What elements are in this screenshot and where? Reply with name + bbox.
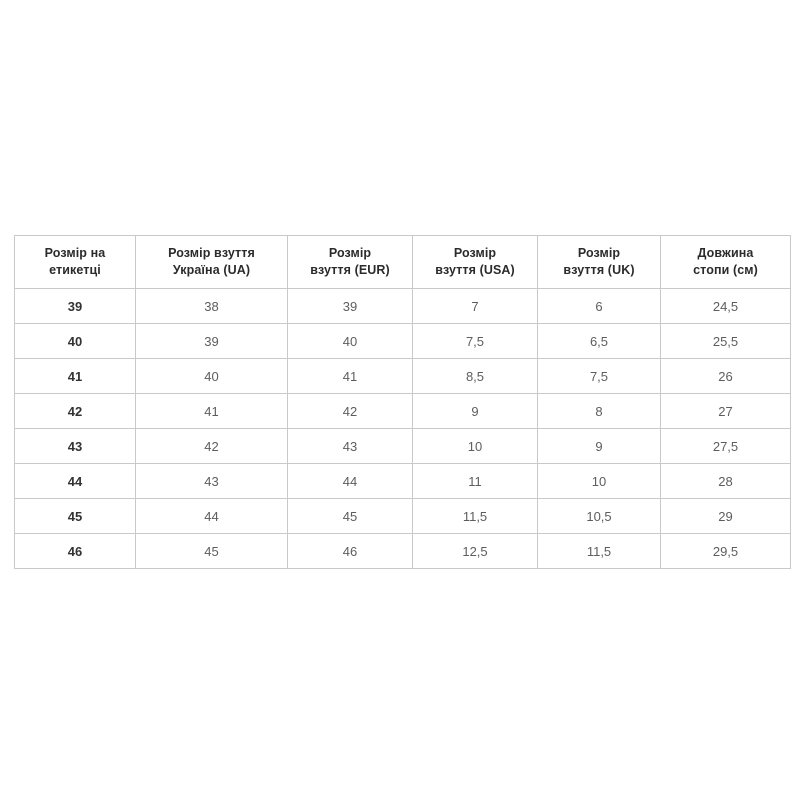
cell-uk: 9	[537, 428, 661, 464]
column-header-line-1: Розмір	[328, 246, 372, 261]
column-header-line-2: взуття (UK)	[563, 263, 635, 277]
cell-label_size: 41	[14, 358, 136, 394]
cell-foot_length: 29,5	[660, 533, 791, 569]
column-header-line-1: Розмір	[577, 246, 621, 261]
cell-ua: 42	[135, 428, 288, 464]
column-header-line-1: Розмір взуття	[168, 246, 255, 261]
cell-label_size: 40	[14, 323, 136, 359]
cell-eur: 40	[287, 323, 413, 359]
cell-usa: 11	[412, 463, 538, 499]
cell-foot_length: 27	[660, 393, 791, 429]
cell-ua: 38	[135, 288, 288, 324]
cell-eur: 39	[287, 288, 413, 324]
cell-uk: 6	[537, 288, 661, 324]
cell-eur: 46	[287, 533, 413, 569]
cell-usa: 11,5	[412, 498, 538, 534]
cell-ua: 39	[135, 323, 288, 359]
column-header-usa: Розмір взуття (USA)	[412, 235, 538, 289]
column-header-foot_length: Довжина стопи (см)	[660, 235, 791, 289]
cell-eur: 44	[287, 463, 413, 499]
table-body: 39 38 39 7 6 24,5 40 39 40 7,5 6,5 25,5 41 40 41 8,5 7,5…	[14, 288, 791, 569]
column-header-line-1: Довжина	[697, 246, 754, 261]
table-row: 44 43 44 11 10 28	[14, 463, 791, 499]
column-header-eur: Розмір взуття (EUR)	[287, 235, 413, 289]
cell-ua: 40	[135, 358, 288, 394]
cell-usa: 7	[412, 288, 538, 324]
cell-eur: 41	[287, 358, 413, 394]
cell-foot_length: 24,5	[660, 288, 791, 324]
table-row: 42 41 42 9 8 27	[14, 393, 791, 429]
cell-foot_length: 25,5	[660, 323, 791, 359]
cell-ua: 45	[135, 533, 288, 569]
table-header-row: Розмір на етикетці Розмір взуття Україна (U…	[14, 235, 791, 289]
cell-label_size: 46	[14, 533, 136, 569]
table-row: 46 45 46 12,5 11,5 29,5	[14, 533, 791, 569]
cell-usa: 12,5	[412, 533, 538, 569]
column-header-line-2: стопи (см)	[693, 263, 758, 277]
cell-foot_length: 26	[660, 358, 791, 394]
column-header-line-2: Україна (UA)	[172, 263, 251, 277]
column-header-line-2: взуття (USA)	[435, 263, 515, 277]
cell-ua: 44	[135, 498, 288, 534]
column-header-line-1: Розмір	[453, 246, 497, 261]
column-header-line-2: етикетці	[49, 263, 101, 277]
column-header-line-1: Розмір на	[44, 246, 106, 261]
cell-uk: 10	[537, 463, 661, 499]
cell-usa: 7,5	[412, 323, 538, 359]
cell-uk: 11,5	[537, 533, 661, 569]
cell-ua: 43	[135, 463, 288, 499]
cell-uk: 8	[537, 393, 661, 429]
table-header: Розмір на етикетці Розмір взуття Україна (U…	[14, 235, 791, 289]
size-chart-container: Розмір на етикетці Розмір взуття Україна (U…	[14, 235, 791, 569]
column-header-uk: Розмір взуття (UK)	[537, 235, 661, 289]
table-row: 41 40 41 8,5 7,5 26	[14, 358, 791, 394]
table-row: 45 44 45 11,5 10,5 29	[14, 498, 791, 534]
cell-uk: 10,5	[537, 498, 661, 534]
table-row: 40 39 40 7,5 6,5 25,5	[14, 323, 791, 359]
cell-foot_length: 27,5	[660, 428, 791, 464]
cell-usa: 9	[412, 393, 538, 429]
cell-label_size: 42	[14, 393, 136, 429]
table-row: 39 38 39 7 6 24,5	[14, 288, 791, 324]
cell-eur: 42	[287, 393, 413, 429]
cell-foot_length: 29	[660, 498, 791, 534]
cell-uk: 6,5	[537, 323, 661, 359]
cell-eur: 45	[287, 498, 413, 534]
column-header-ua: Розмір взуття Україна (UA)	[135, 235, 288, 289]
cell-uk: 7,5	[537, 358, 661, 394]
cell-usa: 8,5	[412, 358, 538, 394]
cell-label_size: 39	[14, 288, 136, 324]
cell-ua: 41	[135, 393, 288, 429]
cell-label_size: 43	[14, 428, 136, 464]
cell-usa: 10	[412, 428, 538, 464]
column-header-label_size: Розмір на етикетці	[14, 235, 136, 289]
shoe-size-table: Розмір на етикетці Розмір взуття Україна (U…	[14, 235, 791, 569]
cell-eur: 43	[287, 428, 413, 464]
cell-label_size: 45	[14, 498, 136, 534]
cell-label_size: 44	[14, 463, 136, 499]
cell-foot_length: 28	[660, 463, 791, 499]
column-header-line-2: взуття (EUR)	[310, 263, 390, 277]
table-row: 43 42 43 10 9 27,5	[14, 428, 791, 464]
